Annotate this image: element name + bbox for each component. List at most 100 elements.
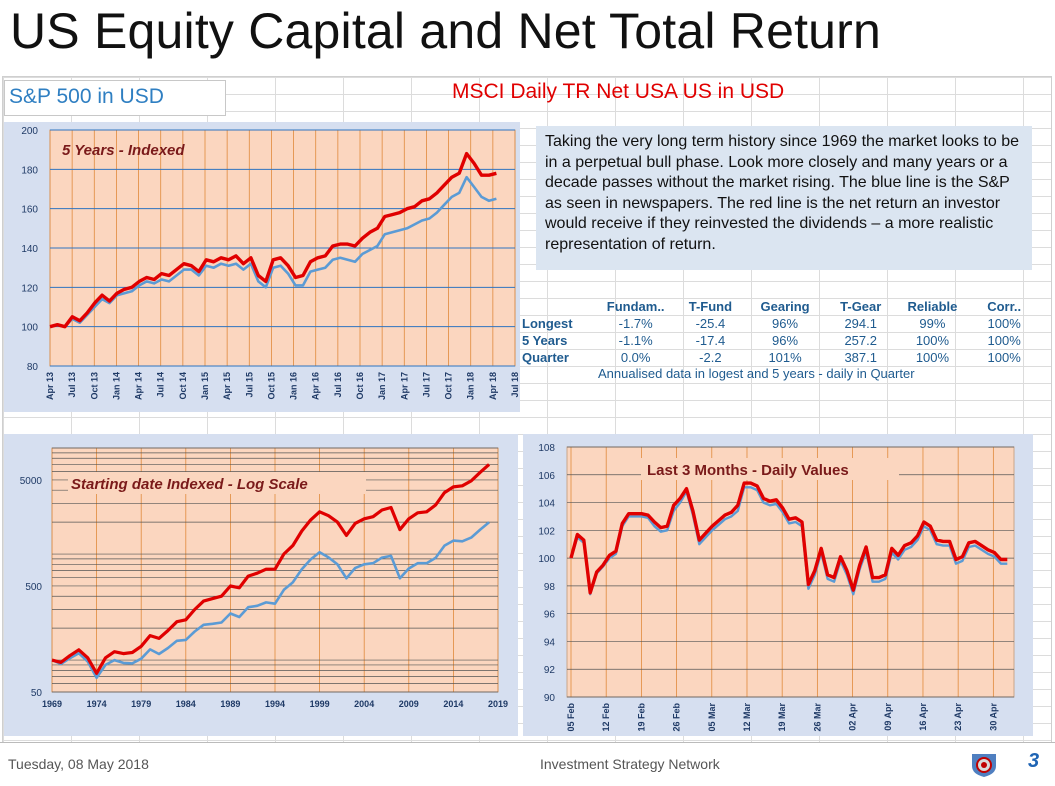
x-tick-label: 05 Mar (707, 703, 717, 732)
x-tick-label: 12 Feb (601, 703, 611, 732)
page-title: US Equity Capital and Net Total Return (10, 3, 882, 59)
stats-cell: 100% (987, 333, 1021, 348)
x-tick-label: 2019 (488, 699, 508, 709)
x-tick-label: Apr 16 (311, 372, 321, 400)
stats-table: Fundam.. T-Fund Gearing T-Gear Reliable … (522, 298, 1042, 381)
x-tick-label: Oct 13 (89, 372, 99, 400)
chart-title-background (68, 472, 366, 494)
footer-divider (0, 742, 1055, 743)
x-tick-label: 23 Apr (953, 703, 963, 731)
x-tick-label: Apr 17 (399, 372, 409, 400)
stats-row: Longest -1.7% -25.4 96% 294.1 99% 100% (522, 315, 1042, 332)
stats-cell: 100% (987, 316, 1021, 331)
y-tick-label: 160 (21, 205, 38, 216)
stats-row-label: 5 Years (522, 333, 568, 348)
x-tick-label: Jan 14 (111, 372, 121, 400)
x-tick-label: 1999 (310, 699, 330, 709)
y-tick-label: 140 (21, 244, 38, 255)
y-tick-label: 100 (538, 554, 555, 565)
x-tick-label: 26 Feb (672, 703, 682, 732)
stats-header: T-Fund (688, 299, 733, 314)
x-tick-label: Jan 17 (377, 372, 387, 400)
series-line-sp500 (51, 521, 490, 680)
x-tick-label: 1989 (220, 699, 240, 709)
chart-5-years-panel: Apr 13 Jul 13 Oct 13 Jan 14 Apr 14 Jul 14 Oct … (4, 122, 520, 412)
y-tick-label: 98 (544, 582, 556, 593)
x-tick-label: 1979 (131, 699, 151, 709)
stats-header: Corr.. (987, 299, 1022, 314)
y-tick-label: 100 (21, 323, 38, 334)
y-tick-label: 50 (31, 688, 43, 699)
x-tick-label: Oct 16 (355, 372, 365, 400)
x-tick-label: Jul 13 (67, 372, 77, 398)
x-tick-label: Oct 14 (178, 372, 188, 400)
msci-header-label: MSCI Daily TR Net USA US in USD (452, 80, 785, 103)
stats-cell: -2.2 (699, 350, 722, 365)
stats-header: Fundam.. (606, 299, 665, 314)
y-tick-label: 94 (544, 637, 556, 648)
footer-network: Investment Strategy Network (540, 756, 720, 772)
stats-footnote: Annualised data in logest and 5 years - … (598, 366, 915, 381)
stats-cell: 100% (915, 350, 950, 365)
x-tick-label: 2004 (354, 699, 374, 709)
chart-log-scale-panel: 50 500 5000 1969 1974 1979 1984 1989 1994 1999 200… (4, 434, 518, 736)
x-tick-label: 1974 (87, 699, 107, 709)
x-tick-label: 30 Apr (988, 703, 998, 731)
x-tick-label: Jul 18 (510, 372, 520, 398)
series-line-sp500 (49, 175, 497, 328)
stats-header: T-Gear (840, 299, 882, 314)
x-tick-label: 02 Apr (848, 703, 858, 731)
x-tick-label: Apr 13 (45, 372, 55, 400)
series-line-msci (49, 151, 497, 329)
stats-cell: 387.1 (844, 350, 877, 365)
chart-title: 5 Years - Indexed (62, 142, 185, 159)
y-tick-label: 102 (538, 526, 555, 537)
stats-cell: -1.7% (618, 316, 653, 331)
x-tick-label: Jul 15 (244, 372, 254, 398)
series-line-msci (51, 463, 491, 675)
x-tick-label: 05 Feb (566, 703, 576, 732)
chart-3-months: 05 Feb 12 Feb 19 Feb 26 Feb 05 Mar 12 Mar 19 M… (538, 443, 1015, 732)
y-tick-label: 200 (21, 126, 38, 137)
stats-cell: 257.2 (844, 333, 877, 348)
x-tick-label: Jan 15 (200, 372, 210, 400)
x-tick-label: 26 Mar (812, 703, 822, 732)
stats-row: 5 Years -1.1% -17.4 96% 257.2 100% 100% (522, 332, 1042, 349)
series-line-msci (569, 481, 1008, 595)
x-tick-label: Jan 18 (466, 372, 476, 400)
stats-cell: 0.0% (620, 350, 651, 365)
stats-row: Quarter 0.0% -2.2 101% 387.1 100% 100% (522, 349, 1042, 366)
x-tick-label: Jul 16 (333, 372, 343, 398)
commentary-note: Taking the very long term history since … (536, 126, 1032, 270)
stats-cell: 294.1 (844, 316, 877, 331)
x-tick-label: Apr 14 (134, 372, 144, 400)
chart-log-scale: 50 500 5000 1969 1974 1979 1984 1989 1994 1999 200… (20, 447, 508, 709)
y-tick-label: 500 (25, 582, 42, 593)
stats-cell: -25.4 (695, 316, 726, 331)
x-tick-label: 2009 (399, 699, 419, 709)
sp500-header-cell: S&P 500 in USD (4, 80, 226, 116)
stats-cell: 100% (915, 333, 950, 348)
x-tick-label: 16 Apr (918, 703, 928, 731)
x-tick-label: 1969 (42, 699, 62, 709)
x-tick-label: Jul 17 (421, 372, 431, 398)
chart-3-months-panel: 05 Feb 12 Feb 19 Feb 26 Feb 05 Mar 12 Mar 19 M… (523, 434, 1033, 736)
series-line-sp500 (569, 486, 1008, 596)
network-logo-icon (972, 754, 996, 777)
y-tick-label: 90 (544, 693, 556, 704)
stats-cell: 99% (919, 316, 946, 331)
x-tick-label: 12 Mar (742, 703, 752, 732)
footer-date: Tuesday, 08 May 2018 (8, 756, 149, 772)
y-tick-label: 106 (538, 471, 555, 482)
y-tick-label: 104 (538, 499, 555, 510)
x-tick-label: Jan 16 (289, 372, 299, 400)
x-tick-label: 1984 (176, 699, 196, 709)
stats-cell: -1.1% (618, 333, 653, 348)
plot-area (566, 446, 1015, 698)
x-tick-label: 2014 (443, 699, 463, 709)
stats-cell: 96% (772, 333, 799, 348)
x-tick-label: 09 Apr (883, 703, 893, 731)
page-number: 3 (1028, 750, 1040, 772)
stats-cell: -17.4 (695, 333, 726, 348)
y-tick-label: 108 (538, 443, 555, 454)
